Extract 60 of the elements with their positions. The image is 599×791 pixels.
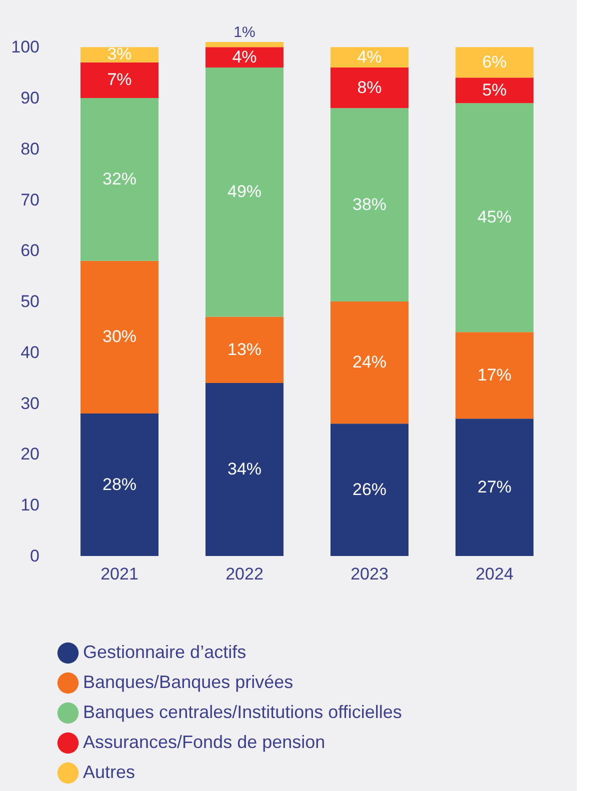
data-label: 13% bbox=[227, 340, 262, 359]
data-label: 34% bbox=[227, 459, 262, 478]
x-tick-label: 2022 bbox=[226, 564, 264, 584]
y-tick-label: 70 bbox=[20, 190, 40, 210]
legend-label: Gestionnaire d’actifs bbox=[83, 642, 246, 662]
data-label: 8% bbox=[357, 78, 382, 97]
data-label: 28% bbox=[102, 474, 137, 494]
data-label: 26% bbox=[352, 480, 387, 499]
legend-label: Autres bbox=[83, 762, 136, 782]
y-tick-label: 90 bbox=[20, 88, 40, 108]
bar bbox=[206, 42, 284, 48]
bar bbox=[456, 78, 534, 104]
data-label: 7% bbox=[107, 70, 132, 90]
bar bbox=[456, 47, 534, 78]
y-tick-label: 20 bbox=[20, 444, 40, 464]
x-tick-label: 2023 bbox=[350, 564, 388, 584]
bar bbox=[330, 108, 408, 302]
bar bbox=[330, 302, 408, 424]
bar bbox=[456, 332, 534, 419]
y-tick-label: 60 bbox=[20, 241, 40, 260]
data-label: 17% bbox=[477, 365, 512, 384]
x-tick-label: 2024 bbox=[476, 564, 514, 584]
bar bbox=[80, 260, 158, 414]
y-tick-label: 0 bbox=[30, 546, 40, 566]
bar bbox=[456, 418, 534, 556]
data-label: 45% bbox=[477, 208, 512, 227]
data-label: 6% bbox=[482, 52, 507, 72]
data-label: 38% bbox=[352, 194, 387, 214]
data-label: 3% bbox=[107, 44, 132, 64]
data-label: 1% bbox=[234, 24, 256, 41]
bar bbox=[80, 47, 158, 62]
data-label: 30% bbox=[102, 327, 137, 346]
legend-label: Banques/Banques privées bbox=[83, 672, 294, 692]
bar bbox=[330, 67, 408, 108]
data-label: 24% bbox=[352, 352, 387, 372]
data-label: 49% bbox=[227, 182, 262, 202]
bar bbox=[206, 316, 284, 383]
data-label: 27% bbox=[477, 477, 512, 496]
y-tick-label: 30 bbox=[20, 394, 40, 413]
data-label: 4% bbox=[357, 47, 382, 66]
bar bbox=[330, 424, 408, 556]
y-tick-label: 100 bbox=[11, 38, 40, 57]
data-label: 5% bbox=[482, 80, 507, 100]
legend-label: Assurances/Fonds de pension bbox=[83, 732, 326, 752]
bar bbox=[206, 67, 284, 317]
x-tick-label: 2021 bbox=[100, 564, 138, 584]
data-label: 4% bbox=[232, 47, 257, 66]
legend-label: Banques centrales/Institutions officielles bbox=[83, 702, 402, 722]
y-tick-label: 50 bbox=[20, 292, 40, 312]
bar bbox=[80, 98, 158, 261]
bar bbox=[456, 103, 534, 332]
data-label: 32% bbox=[102, 169, 137, 188]
bar bbox=[330, 47, 408, 68]
bar bbox=[80, 62, 158, 98]
y-tick-label: 10 bbox=[20, 496, 40, 515]
bar bbox=[80, 414, 158, 556]
bar bbox=[206, 47, 284, 68]
y-tick-label: 80 bbox=[20, 139, 40, 158]
bar bbox=[206, 382, 284, 556]
y-tick-label: 40 bbox=[20, 342, 40, 362]
